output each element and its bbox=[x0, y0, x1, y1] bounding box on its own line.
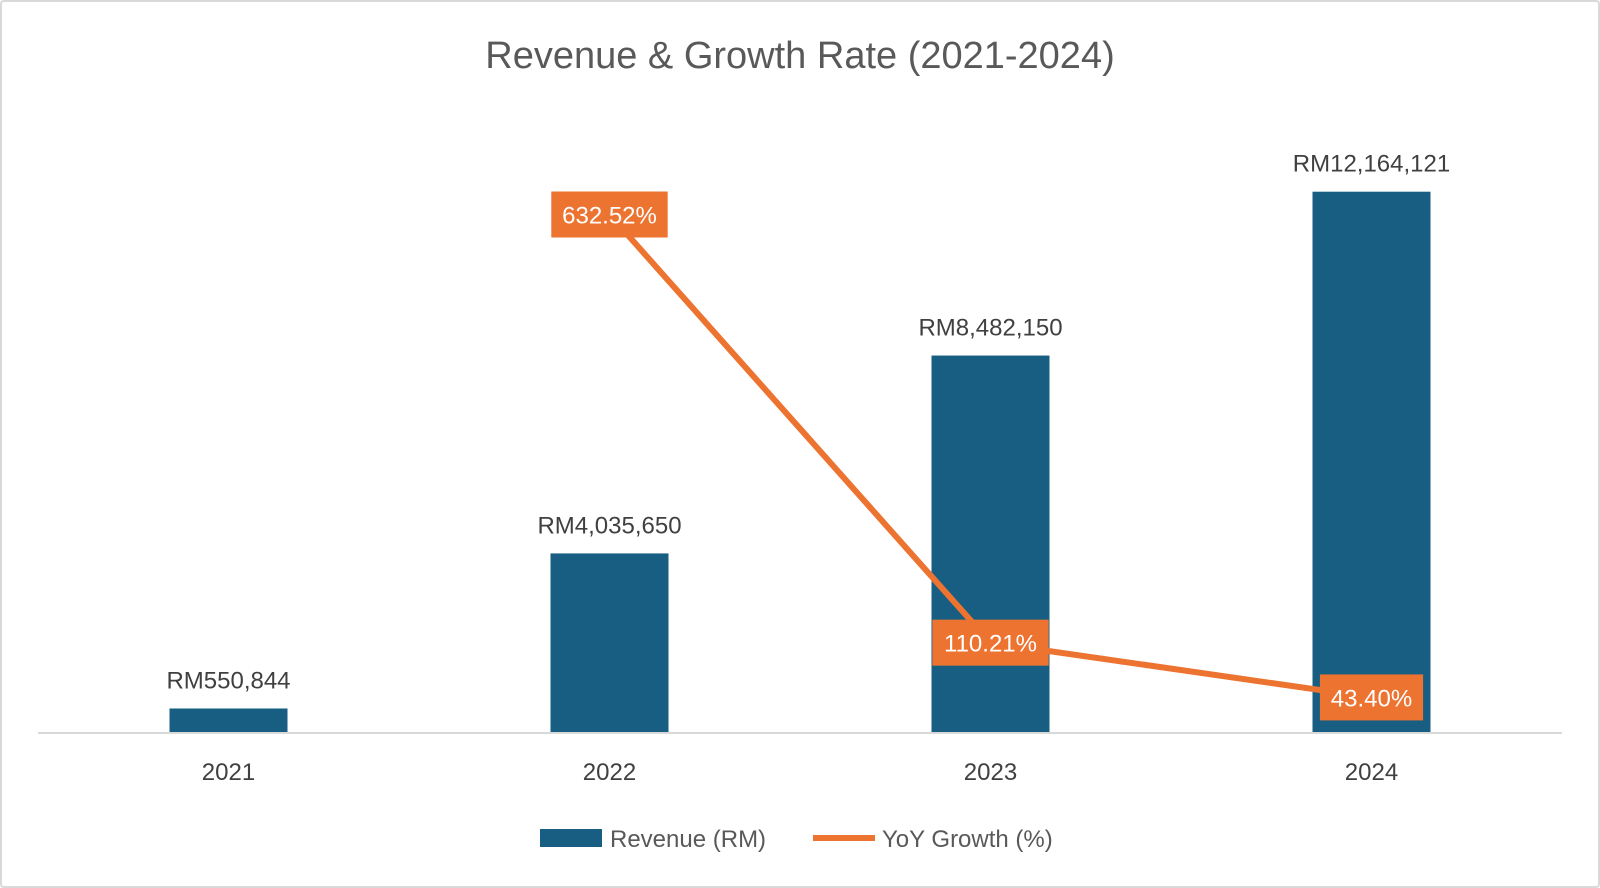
bars-layer: RM550,844 RM4,035,650 RM8,482,150 RM12,164,… bbox=[166, 151, 1450, 734]
legend-label-growth: YoY Growth (%) bbox=[882, 826, 1053, 853]
x-tick-2024: 2024 bbox=[1345, 759, 1398, 786]
revenue-bar-2022 bbox=[550, 553, 669, 733]
x-tick-2023: 2023 bbox=[964, 759, 1017, 786]
revenue-bar-2024 bbox=[1312, 191, 1431, 734]
revenue-label-2024: RM12,164,121 bbox=[1293, 151, 1450, 178]
revenue-bar-2021 bbox=[169, 708, 288, 733]
growth-label-2024: 43.40% bbox=[1331, 685, 1412, 712]
chart-title: Revenue & Growth Rate (2021-2024) bbox=[485, 35, 1114, 77]
revenue-label-2021: RM550,844 bbox=[166, 667, 290, 694]
revenue-label-2022: RM4,035,650 bbox=[537, 512, 681, 539]
growth-label-box-2023 bbox=[932, 619, 1049, 666]
x-tick-2021: 2021 bbox=[202, 759, 255, 786]
x-tick-2022: 2022 bbox=[583, 759, 636, 786]
legend: Revenue (RM) YoY Growth (%) bbox=[540, 826, 1053, 853]
revenue-bar-2023 bbox=[931, 355, 1050, 733]
growth-label-2023: 110.21% bbox=[944, 631, 1037, 658]
growth-label-2022: 632.52% bbox=[562, 203, 657, 230]
legend-label-revenue: Revenue (RM) bbox=[610, 826, 766, 853]
revenue-label-2023: RM8,482,150 bbox=[918, 315, 1062, 342]
growth-label-box-2022 bbox=[551, 191, 668, 238]
legend-swatch-revenue bbox=[540, 829, 602, 847]
growth-label-box-2024 bbox=[1319, 674, 1424, 721]
x-tick-layer: 2021 2022 2023 2024 bbox=[202, 759, 1398, 786]
growth-line-layer: 632.52% 110.21% 43.40% bbox=[551, 191, 1424, 721]
